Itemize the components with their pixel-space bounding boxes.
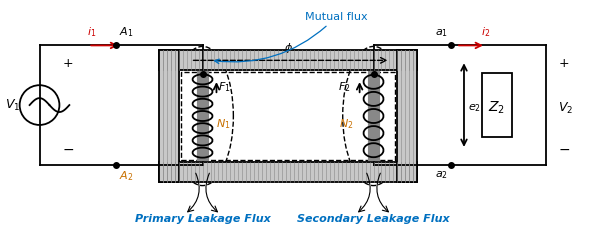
Text: $a_1$: $a_1$	[435, 28, 448, 39]
Text: $Z_2$: $Z_2$	[489, 100, 505, 116]
Text: Mutual flux: Mutual flux	[215, 12, 368, 64]
Text: $i_2$: $i_2$	[481, 26, 490, 39]
Text: $A_2$: $A_2$	[119, 170, 133, 183]
Text: $V_2$: $V_2$	[558, 100, 573, 116]
Bar	[181, 72, 395, 160]
Text: $F_1$: $F_1$	[218, 80, 231, 94]
Text: $N_1$: $N_1$	[217, 117, 231, 131]
Text: $A_1$: $A_1$	[119, 26, 133, 39]
Text: Primary Leakage Flux: Primary Leakage Flux	[135, 214, 270, 224]
Text: $V_1$: $V_1$	[5, 98, 20, 113]
Bar	[482, 73, 512, 137]
Text: Secondary Leakage Flux: Secondary Leakage Flux	[297, 214, 450, 224]
Text: $\phi$: $\phi$	[284, 41, 293, 55]
Bar	[159, 162, 417, 182]
Bar	[159, 50, 417, 70]
Text: $e_2$: $e_2$	[468, 102, 481, 114]
Text: $F_2$: $F_2$	[337, 80, 350, 94]
Bar	[159, 50, 179, 182]
Bar	[398, 50, 417, 182]
Text: +: +	[558, 57, 569, 70]
Text: $a_2$: $a_2$	[435, 170, 448, 182]
Text: $i_1$: $i_1$	[87, 26, 96, 39]
Text: −: −	[63, 143, 74, 157]
Text: +: +	[63, 57, 73, 70]
Text: −: −	[558, 143, 570, 157]
Text: $N_2$: $N_2$	[339, 117, 353, 131]
